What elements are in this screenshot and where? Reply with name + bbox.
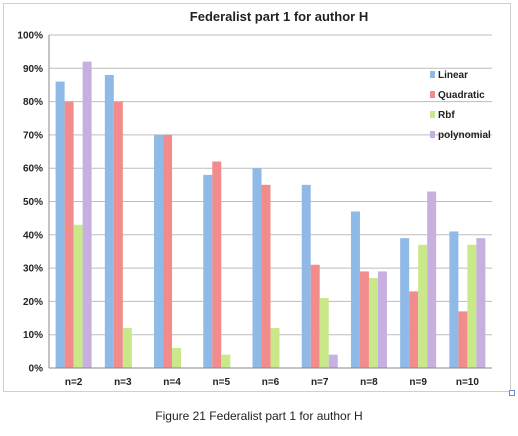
legend-swatch: [430, 71, 435, 78]
bar-polynomial: [427, 191, 437, 368]
legend-label: Rbf: [438, 110, 455, 121]
y-tick-label: 30%: [23, 264, 43, 275]
resize-handle[interactable]: [509, 390, 515, 396]
bar-polynomial: [377, 271, 387, 368]
chart-title: Federalist part 1 for author H: [190, 9, 368, 24]
bar-linear: [449, 231, 459, 368]
bar-rbf: [122, 328, 132, 368]
y-tick-label: 0%: [29, 364, 44, 375]
bar-linear: [301, 184, 311, 368]
bar-rbf: [418, 244, 428, 368]
bar-rbf: [467, 244, 477, 368]
bar-quadratic: [409, 291, 419, 368]
y-tick-label: 20%: [23, 297, 43, 308]
x-tick-label: n=3: [114, 377, 132, 388]
bar-chart: Federalist part 1 for author H 0% 10% 20% 3…: [17, 9, 492, 388]
bar-quadratic: [458, 311, 468, 368]
bar-rbf: [172, 348, 182, 368]
x-tick-label: n=4: [163, 377, 181, 388]
bar-rbf: [368, 278, 378, 368]
bar-quadratic: [64, 101, 74, 368]
bar-quadratic: [212, 161, 222, 368]
bar-rbf: [221, 354, 231, 368]
bar-rbf: [270, 328, 280, 368]
x-tick-label: n=9: [409, 377, 427, 388]
bar-quadratic: [261, 184, 271, 368]
chart-legend: Linear Quadratic Rbf polynomial: [430, 70, 491, 141]
bar-linear: [400, 238, 410, 368]
figure-caption: Figure 21 Federalist part 1 for author H: [155, 409, 363, 423]
bar-quadratic: [310, 264, 320, 368]
y-tick-label: 60%: [23, 164, 43, 175]
bar-polynomial: [476, 238, 486, 368]
bar-quadratic: [359, 271, 369, 368]
bar-linear: [55, 81, 65, 369]
legend-label: Linear: [438, 70, 468, 81]
bar-quadratic: [163, 134, 173, 368]
y-tick-label: 70%: [23, 130, 43, 141]
bar-polynomial: [328, 354, 338, 368]
legend-label: polynomial: [438, 130, 491, 141]
legend-swatch: [430, 131, 435, 138]
legend-swatch: [430, 91, 435, 98]
y-tick-label: 100%: [17, 31, 43, 42]
bar-rbf: [319, 298, 329, 368]
y-tick-label: 40%: [23, 230, 43, 241]
bar-quadratic: [113, 101, 123, 368]
chart-frame: Federalist part 1 for author H 0% 10% 20% 3…: [3, 3, 511, 392]
x-tick-label: n=6: [262, 377, 280, 388]
y-tick-label: 80%: [23, 97, 43, 108]
bar-rbf: [73, 224, 83, 368]
bar-linear: [203, 174, 213, 368]
x-tick-label: n=8: [360, 377, 378, 388]
legend-swatch: [430, 111, 435, 118]
bar-linear: [154, 134, 164, 368]
bar-polynomial: [82, 61, 92, 368]
bar-linear: [350, 211, 360, 368]
y-tick-label: 90%: [23, 64, 43, 75]
y-tick-label: 50%: [23, 197, 43, 208]
bar-linear: [104, 74, 114, 369]
y-tick-label: 10%: [23, 330, 43, 341]
x-tick-label: n=2: [65, 377, 83, 388]
legend-label: Quadratic: [438, 90, 485, 101]
bar-linear: [252, 168, 262, 368]
x-tick-label: n=7: [311, 377, 329, 388]
x-tick-label: n=10: [456, 377, 480, 388]
x-tick-label: n=5: [213, 377, 231, 388]
